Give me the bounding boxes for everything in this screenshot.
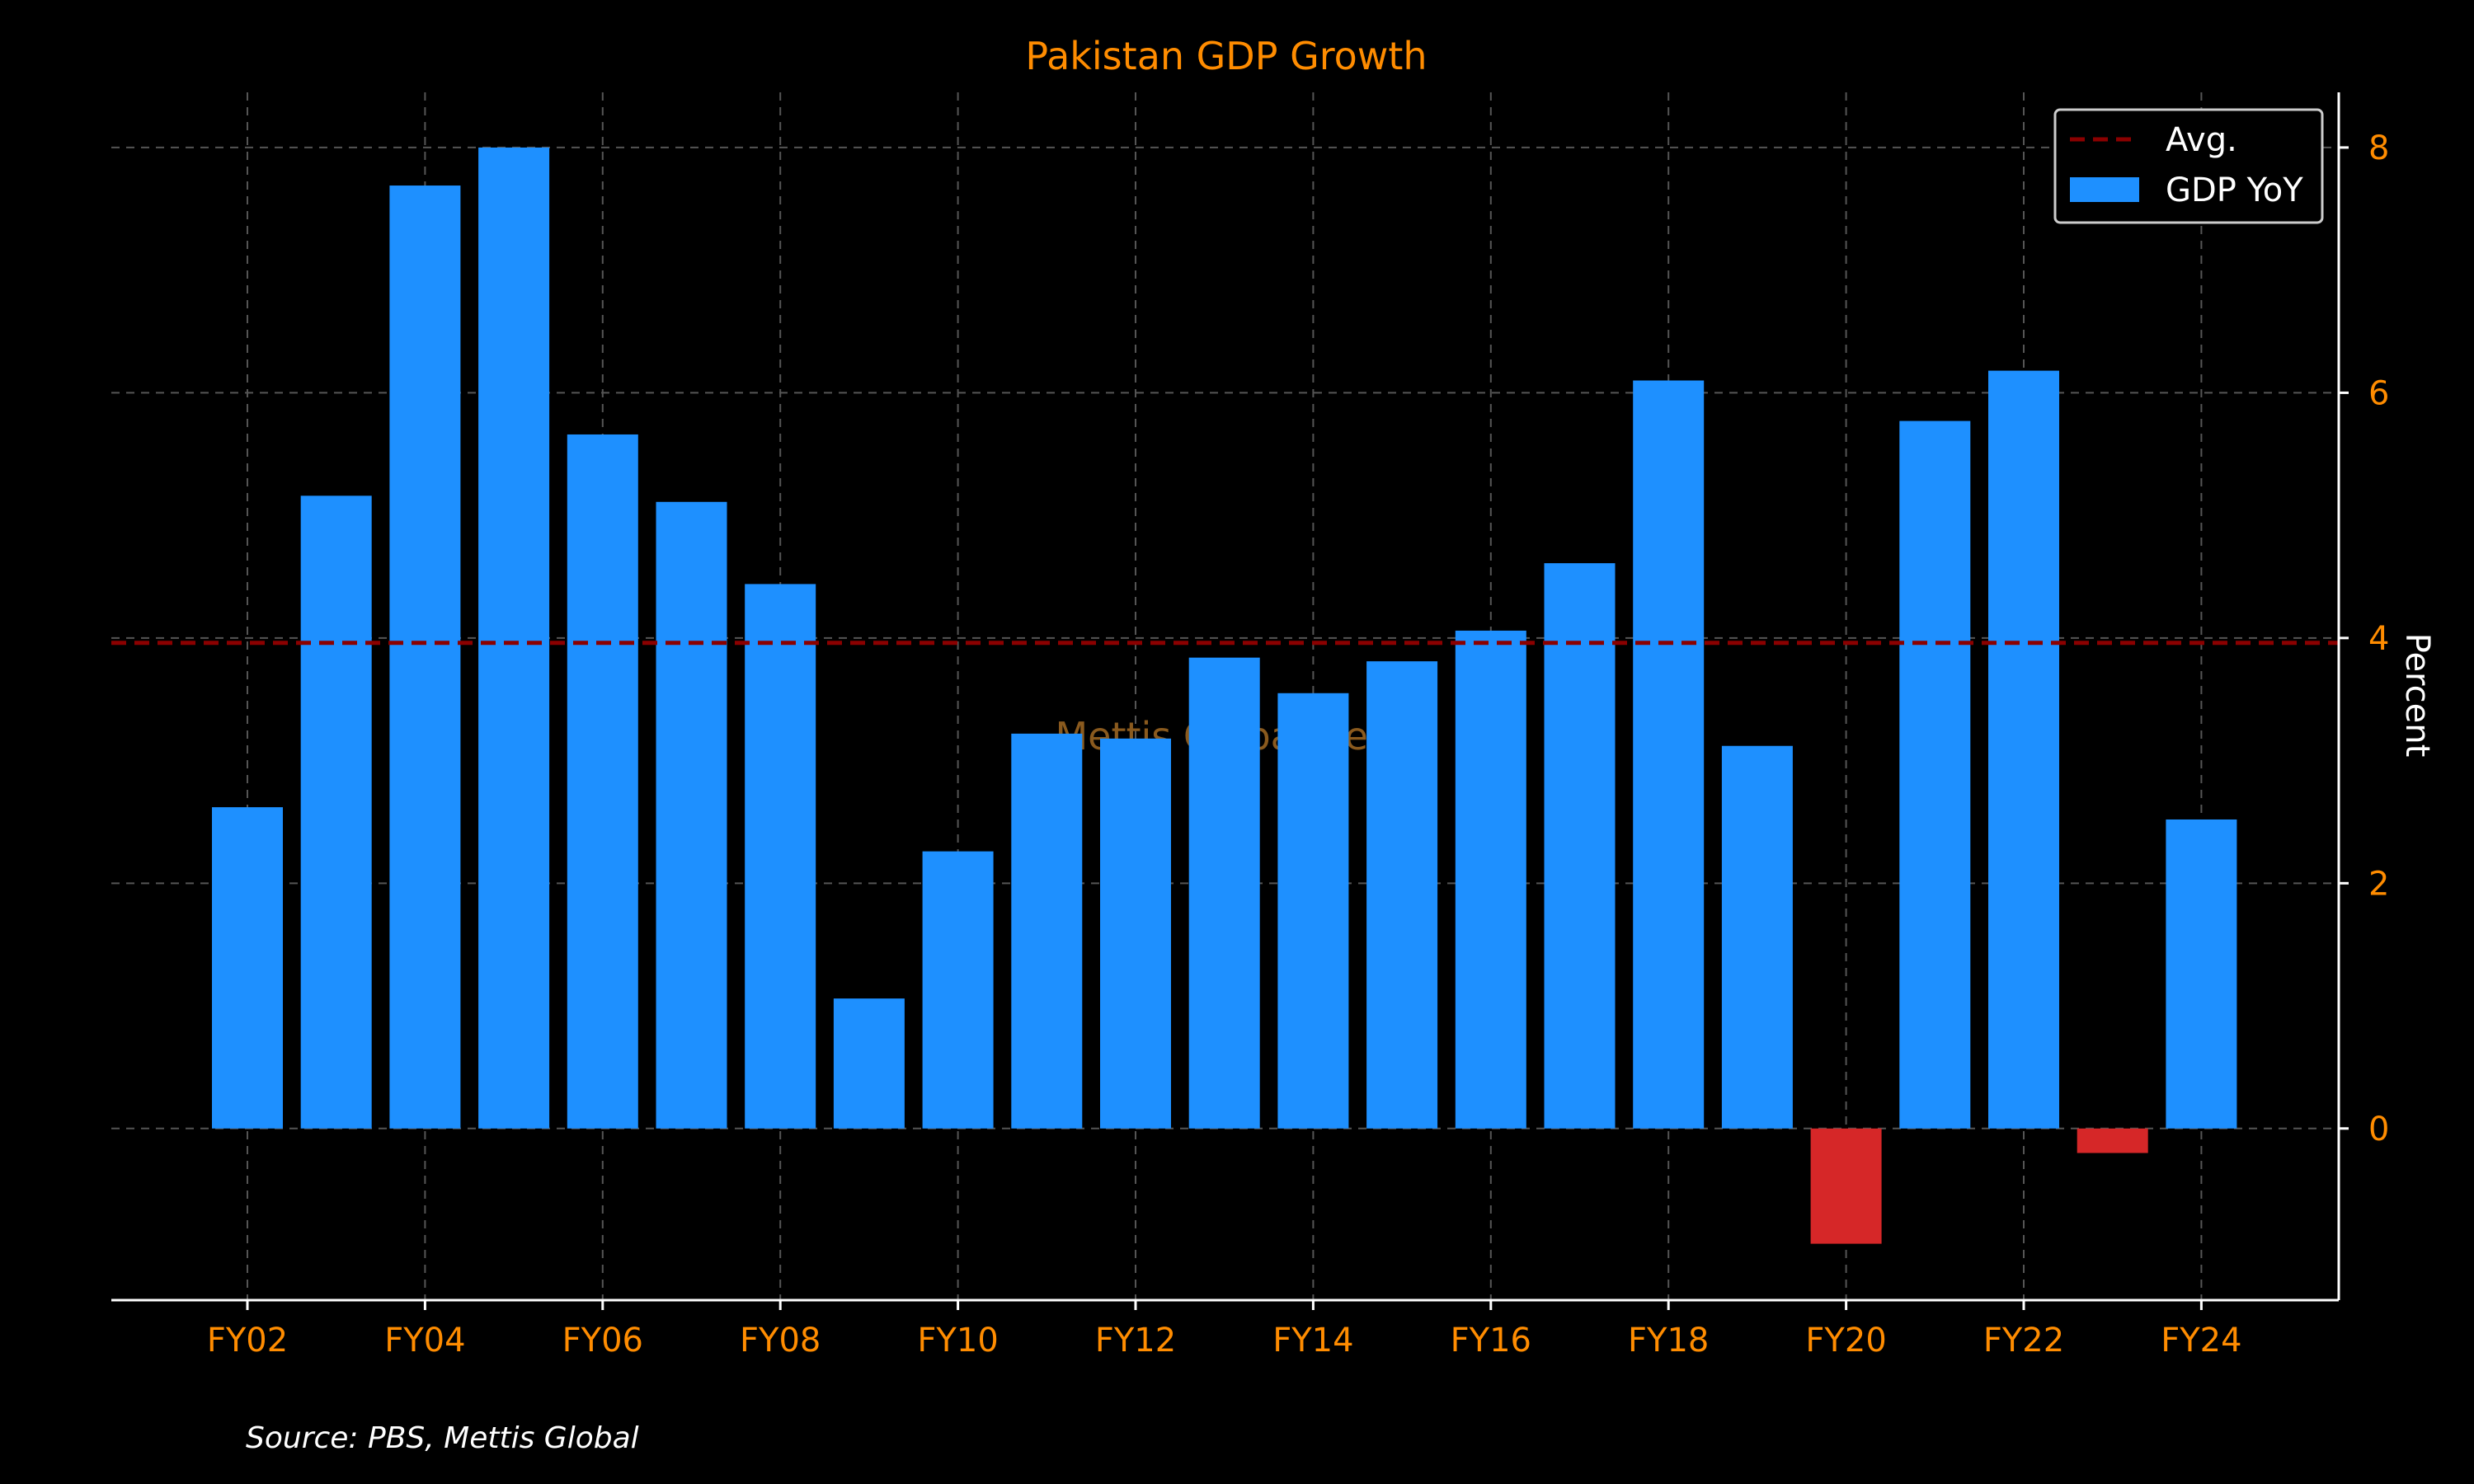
x-tick-label: FY04	[384, 1322, 465, 1360]
x-tick-label: FY12	[1095, 1322, 1176, 1360]
axes	[111, 92, 2340, 1302]
bar-fy17	[1544, 563, 1616, 1129]
bar-fy12	[1100, 738, 1171, 1129]
y-tick-label: 4	[2368, 620, 2389, 658]
x-tick-label: FY06	[562, 1322, 643, 1360]
x-tick-label: FY08	[740, 1322, 821, 1360]
legend: Avg. GDP YoY	[2053, 108, 2324, 224]
x-tick-label: FY02	[207, 1322, 288, 1360]
bar-fy14	[1277, 693, 1349, 1129]
x-tick-label: FY16	[1451, 1322, 1531, 1360]
source-note: Source: PBS, Mettis Global	[246, 1421, 639, 1455]
bar-fy23	[2077, 1128, 2148, 1153]
bar-fy07	[656, 501, 727, 1129]
bar-fy18	[1633, 380, 1705, 1129]
x-tick-label: FY18	[1628, 1322, 1709, 1360]
bar-fy10	[922, 851, 994, 1129]
bar-fy08	[745, 584, 816, 1129]
x-tick-label: FY20	[1805, 1322, 1886, 1360]
bar-fy19	[1721, 745, 1793, 1129]
bar-fy16	[1455, 630, 1526, 1129]
bar-fy09	[833, 998, 905, 1129]
bar-fy15	[1366, 661, 1438, 1129]
y-tick-label: 8	[2368, 129, 2389, 167]
bar-fy13	[1188, 657, 1260, 1129]
y-axis-label: Percent	[2398, 633, 2436, 758]
x-tick-label: FY24	[2161, 1322, 2241, 1360]
bar-fy04	[389, 186, 461, 1129]
bar-fy06	[567, 434, 638, 1129]
bar-fy20	[1810, 1128, 1882, 1244]
y-tick-label: 6	[2368, 374, 2389, 412]
x-tick-label: FY10	[917, 1322, 998, 1360]
x-tick-labels: FY02 FY04 FY06 FY08 FY10 FY12 FY14 FY16 FY18 FY20…	[207, 1300, 2242, 1360]
bar-fy05	[478, 147, 550, 1129]
bars	[212, 147, 2237, 1244]
bar-fy22	[1988, 370, 2059, 1129]
y-tick-label: 0	[2368, 1111, 2389, 1148]
x-tick-label: FY22	[1983, 1322, 2064, 1360]
legend-gdp-label: GDP YoY	[2166, 171, 2303, 209]
chart-title: Pakistan GDP Growth	[1025, 34, 1427, 78]
bar-fy02	[212, 807, 283, 1129]
legend-avg-label: Avg.	[2166, 121, 2237, 159]
x-tick-label: FY14	[1272, 1322, 1353, 1360]
y-tick-labels: 0 2 4 6 8	[2339, 129, 2389, 1148]
bar-fy21	[1899, 420, 1971, 1129]
y-tick-label: 2	[2368, 865, 2389, 903]
bar-fy11	[1011, 733, 1083, 1129]
bar-fy24	[2166, 819, 2237, 1129]
bar-fy03	[300, 495, 372, 1129]
legend-gdp-swatch	[2070, 177, 2139, 202]
